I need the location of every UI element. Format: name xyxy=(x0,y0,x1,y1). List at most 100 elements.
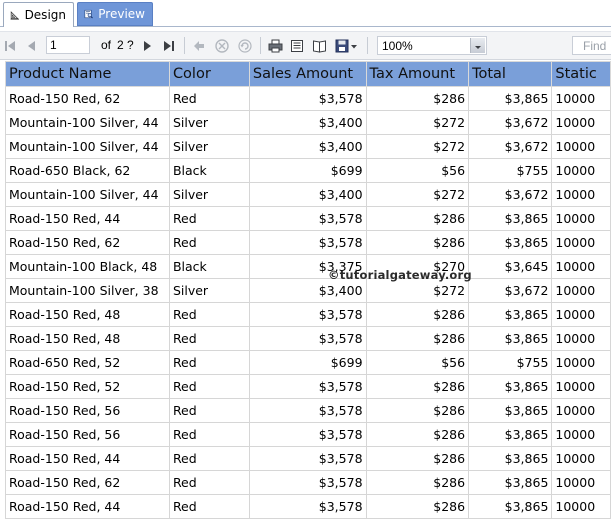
color-cell: Silver xyxy=(168,110,250,135)
export-button[interactable] xyxy=(333,32,361,59)
color-cell: Red xyxy=(168,302,250,327)
report-table: Product Name Color Sales Amount Tax Amount T… xyxy=(5,61,611,519)
column-header-total: Total xyxy=(468,61,553,87)
previous-page-button[interactable] xyxy=(24,32,40,59)
static-cell: 10000 xyxy=(551,86,611,111)
total-cell: $755 xyxy=(468,350,553,375)
total-cell: $3,865 xyxy=(468,470,553,495)
stop-rendering-button[interactable] xyxy=(213,32,231,59)
sales-amount-cell: $3,400 xyxy=(248,278,367,303)
color-cell: Red xyxy=(168,374,250,399)
print-button[interactable] xyxy=(266,32,284,59)
refresh-button[interactable] xyxy=(236,32,254,59)
sales-amount-cell: $699 xyxy=(248,158,367,183)
column-header-sales-amount: Sales Amount xyxy=(248,61,367,87)
report-viewer-toolbar: of 2 ? xyxy=(0,31,611,60)
preview-icon xyxy=(84,9,94,19)
sales-amount-cell: $3,375 xyxy=(248,254,367,279)
product-name-cell: Road-150 Red, 44 xyxy=(5,206,170,231)
print-layout-icon xyxy=(291,39,303,52)
tax-amount-cell: $286 xyxy=(365,206,470,231)
chevron-down-icon xyxy=(475,46,481,49)
product-name-cell: Road-650 Black, 62 xyxy=(5,158,170,183)
color-cell: Red xyxy=(168,494,250,519)
tax-amount-cell: $286 xyxy=(365,374,470,399)
product-name-cell: Road-150 Red, 56 xyxy=(5,422,170,447)
static-cell: 10000 xyxy=(551,494,611,519)
find-text-input[interactable]: Find xyxy=(572,36,611,55)
product-name-cell: Road-150 Red, 48 xyxy=(5,326,170,351)
next-page-button[interactable] xyxy=(139,32,155,59)
table-row: Mountain-100 Silver, 44 Silver $3,400 $272 $… xyxy=(5,182,611,207)
print-layout-button[interactable] xyxy=(288,32,306,59)
table-row: Road-150 Red, 62 Red $3,578 $286 $3,865 10000 xyxy=(5,230,611,255)
table-row: Road-150 Red, 44 Red $3,578 $286 $3,865 10000 xyxy=(5,206,611,231)
current-page-input[interactable] xyxy=(46,36,90,54)
table-row: Road-650 Red, 52 Red $699 $56 $755 10000 xyxy=(5,350,611,375)
static-cell: 10000 xyxy=(551,134,611,159)
first-page-button[interactable] xyxy=(2,32,18,59)
tax-amount-cell: $286 xyxy=(365,470,470,495)
back-to-parent-button[interactable] xyxy=(191,32,207,59)
product-name-cell: Mountain-100 Black, 48 xyxy=(5,254,170,279)
color-cell: Red xyxy=(168,206,250,231)
stop-icon xyxy=(215,38,229,53)
tax-amount-cell: $286 xyxy=(365,230,470,255)
column-header-color: Color xyxy=(168,61,250,87)
page-of-label: of xyxy=(101,38,112,52)
product-name-cell: Mountain-100 Silver, 44 xyxy=(5,182,170,207)
product-name-cell: Road-150 Red, 62 xyxy=(5,230,170,255)
sales-amount-cell: $3,578 xyxy=(248,302,367,327)
sales-amount-cell: $3,578 xyxy=(248,86,367,111)
total-cell: $3,865 xyxy=(468,374,553,399)
table-row: Road-150 Red, 56 Red $3,578 $286 $3,865 10000 xyxy=(5,398,611,423)
sales-amount-cell: $699 xyxy=(248,350,367,375)
static-cell: 10000 xyxy=(551,278,611,303)
zoom-select[interactable]: 100% xyxy=(377,36,487,55)
zoom-dropdown-button[interactable] xyxy=(470,38,485,53)
total-cell: $3,865 xyxy=(468,206,553,231)
column-header-static: Static xyxy=(551,61,611,87)
page-setup-button[interactable] xyxy=(310,32,328,59)
color-cell: Red xyxy=(168,326,250,351)
color-cell: Silver xyxy=(168,278,250,303)
back-arrow-icon xyxy=(194,40,204,51)
tax-amount-cell: $272 xyxy=(365,134,470,159)
table-row: Road-150 Red, 56 Red $3,578 $286 $3,865 10000 xyxy=(5,422,611,447)
next-page-icon xyxy=(144,40,151,51)
tax-amount-cell: $286 xyxy=(365,422,470,447)
column-header-tax-amount: Tax Amount xyxy=(365,61,470,87)
previous-page-icon xyxy=(28,40,35,51)
tab-design-label: Design xyxy=(24,8,66,22)
tax-amount-cell: $286 xyxy=(365,494,470,519)
product-name-cell: Road-150 Red, 62 xyxy=(5,470,170,495)
color-cell: Silver xyxy=(168,182,250,207)
product-name-cell: Road-150 Red, 48 xyxy=(5,302,170,327)
product-name-cell: Road-150 Red, 62 xyxy=(5,86,170,111)
tab-preview[interactable]: Preview xyxy=(77,2,153,26)
last-page-button[interactable] xyxy=(161,32,177,59)
total-cell: $3,865 xyxy=(468,446,553,471)
color-cell: Red xyxy=(168,350,250,375)
static-cell: 10000 xyxy=(551,446,611,471)
static-cell: 10000 xyxy=(551,254,611,279)
table-row: Road-150 Red, 62 Red $3,578 $286 $3,865 10000 xyxy=(5,86,611,111)
color-cell: Black xyxy=(168,254,250,279)
design-icon xyxy=(10,11,19,20)
sales-amount-cell: $3,400 xyxy=(248,182,367,207)
total-cell: $3,672 xyxy=(468,278,553,303)
table-row: Mountain-100 Silver, 44 Silver $3,400 $272 $… xyxy=(5,134,611,159)
static-cell: 10000 xyxy=(551,398,611,423)
sales-amount-cell: $3,578 xyxy=(248,374,367,399)
total-cell: $3,865 xyxy=(468,422,553,447)
product-name-cell: Road-650 Red, 52 xyxy=(5,350,170,375)
total-cell: $3,672 xyxy=(468,134,553,159)
table-body: Road-150 Red, 62 Red $3,578 $286 $3,865 10000… xyxy=(5,86,611,519)
total-cell: $3,865 xyxy=(468,494,553,519)
product-name-cell: Mountain-100 Silver, 38 xyxy=(5,278,170,303)
tab-preview-label: Preview xyxy=(98,7,145,21)
view-tab-strip: Design Preview xyxy=(0,0,611,27)
last-page-icon xyxy=(164,40,174,51)
tab-design[interactable]: Design xyxy=(3,2,74,27)
tax-amount-cell: $286 xyxy=(365,86,470,111)
